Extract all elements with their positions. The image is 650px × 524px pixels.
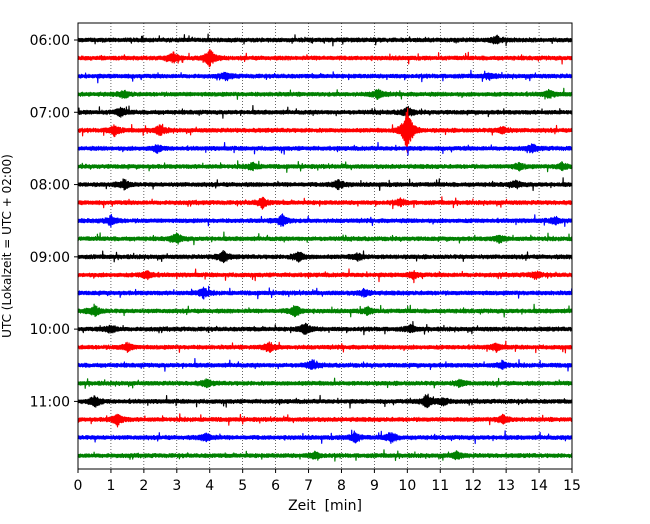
y-ticks: 06:00 07:00 08:00 09:00 10:00 11:00 <box>30 33 78 410</box>
x-tick-label: 12 <box>464 478 482 494</box>
trace-row <box>77 377 573 389</box>
x-ticks: 0 1 2 3 4 5 6 7 8 9 10 11 12 13 14 15 <box>74 469 581 494</box>
trace-row <box>77 87 573 100</box>
trace-row <box>77 358 573 372</box>
trace-row <box>77 268 573 284</box>
trace-layer <box>77 33 573 462</box>
trace-row <box>77 69 573 84</box>
y-tick-label: 09:00 <box>30 250 70 266</box>
trace-row <box>77 160 573 173</box>
y-tick-label: 07:00 <box>30 105 70 121</box>
y-tick-label: 10:00 <box>30 322 70 338</box>
x-tick-label: 2 <box>139 478 148 494</box>
x-tick-label: 7 <box>304 478 313 494</box>
plot-frame <box>77 22 573 470</box>
x-tick-label: 5 <box>238 478 247 494</box>
grid-layer <box>110 23 540 469</box>
y-tick-label: 08:00 <box>30 178 70 194</box>
trace-row <box>77 231 573 246</box>
trace-row <box>77 413 573 428</box>
y-axis-label: UTC (Lokalzeit = UTC + 02:00) <box>0 154 14 338</box>
trace-row <box>77 213 573 228</box>
x-axis-label: Zeit [min] <box>288 498 362 514</box>
x-tick-label: 13 <box>497 478 515 494</box>
x-tick-label: 0 <box>74 478 83 494</box>
x-tick-label: 4 <box>205 478 214 494</box>
x-tick-label: 9 <box>370 478 379 494</box>
trace-row <box>77 105 573 119</box>
trace-row <box>77 393 573 409</box>
y-tick-label: 06:00 <box>30 33 70 49</box>
x-tick-label: 10 <box>398 478 416 494</box>
y-tick-label: 11:00 <box>30 394 70 410</box>
trace-row <box>77 340 573 354</box>
trace-row <box>77 177 573 192</box>
trace-row <box>77 285 573 300</box>
trace-row <box>77 196 573 210</box>
trace-row <box>77 141 573 156</box>
trace-row <box>77 33 573 47</box>
x-tick-label: 6 <box>271 478 280 494</box>
x-tick-label: 8 <box>337 478 346 494</box>
trace-row <box>77 303 573 318</box>
trace-row <box>77 429 573 445</box>
trace-row <box>77 49 573 68</box>
trace-row <box>77 449 573 462</box>
x-tick-label: 1 <box>106 478 115 494</box>
trace-row <box>77 250 573 264</box>
x-tick-label: 14 <box>530 478 548 494</box>
x-tick-label: 15 <box>563 478 581 494</box>
trace-row <box>77 107 573 153</box>
x-tick-label: 3 <box>172 478 181 494</box>
trace-row <box>77 321 573 336</box>
x-tick-label: 11 <box>431 478 449 494</box>
